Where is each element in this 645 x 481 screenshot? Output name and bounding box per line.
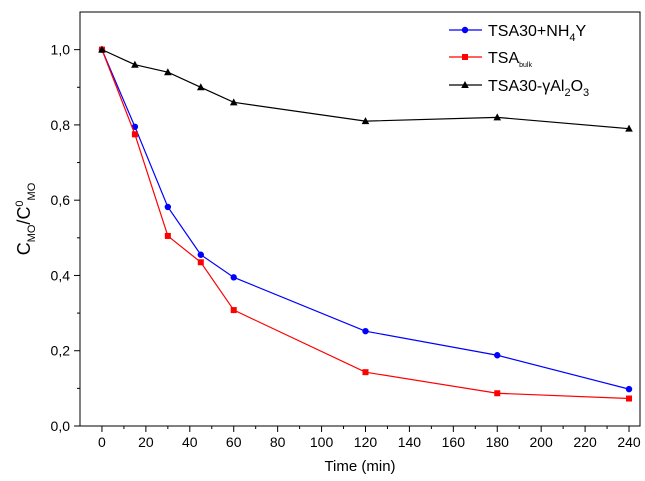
legend-entry: TSA30-γAl2O3 [449,78,589,99]
data-point [229,98,238,106]
data-point [494,352,501,359]
x-tick-label: 160 [442,434,466,450]
y-tick-label: 0,2 [51,343,71,359]
legend-label: TSA30+NH4Y [488,23,587,44]
data-point [625,385,633,393]
x-tick-label: 100 [310,434,334,450]
y-tick-label: 0,0 [51,418,71,434]
y-tick-label: 0,8 [51,117,71,133]
y-tick-label: 0,6 [51,192,71,208]
data-point [164,203,172,211]
x-tick-label: 120 [354,434,378,450]
series-line [101,49,630,390]
data-point [164,68,172,76]
data-point [230,307,237,314]
y-tick-label: 0,4 [51,267,71,283]
series-line [101,49,630,400]
y-axis: 0,0 0,2 0,4 0,6 0,8 1,0 [51,42,80,434]
legend-label: TSAbulk [488,50,532,69]
x-tick-label: 80 [270,434,286,450]
data-point [197,259,204,266]
data-point [131,131,138,138]
data-point [131,60,139,68]
y-tick-label: 1,0 [51,42,71,58]
y-axis-label: CMO/C0MO [14,182,38,255]
data-point [625,124,633,132]
x-tick-label: 240 [617,434,641,450]
legend-marker [461,26,469,34]
data-point [98,45,106,53]
series-2 [98,45,633,132]
legend-entry: TSA30+NH4Y [449,23,587,44]
data-point [230,274,237,281]
data-point [131,123,139,130]
legend-marker [461,81,469,88]
series-layer [98,45,633,402]
x-tick-label: 180 [486,434,510,450]
data-point [196,83,205,91]
data-point [164,232,171,239]
data-point [626,395,633,402]
x-tick-label: 40 [182,434,198,450]
plot-frame [79,11,641,427]
series-line [101,49,630,130]
data-point [494,390,501,397]
x-tick-label: 220 [573,434,597,450]
data-point [197,251,204,258]
legend: TSA30+NH4Y TSAbulk TSA30-γAl2O3 [449,23,589,99]
legend-label: TSA30-γAl2O3 [488,78,589,99]
x-axis-label: Time (min) [324,458,395,475]
legend-marker [462,54,468,60]
data-point [362,369,369,376]
x-tick-label: 60 [226,434,242,450]
legend-entry: TSAbulk [449,50,532,69]
data-point [361,117,370,125]
x-tick-label: 20 [138,434,154,450]
x-tick-label: 200 [529,434,553,450]
data-point [362,327,369,335]
x-tick-label: 0 [98,434,106,450]
series-0 [98,46,633,393]
x-axis: 0 20 40 60 80 100 120 140 160 180 200 220 240 [98,426,641,450]
x-tick-label: 140 [398,434,422,450]
data-point [493,113,502,121]
